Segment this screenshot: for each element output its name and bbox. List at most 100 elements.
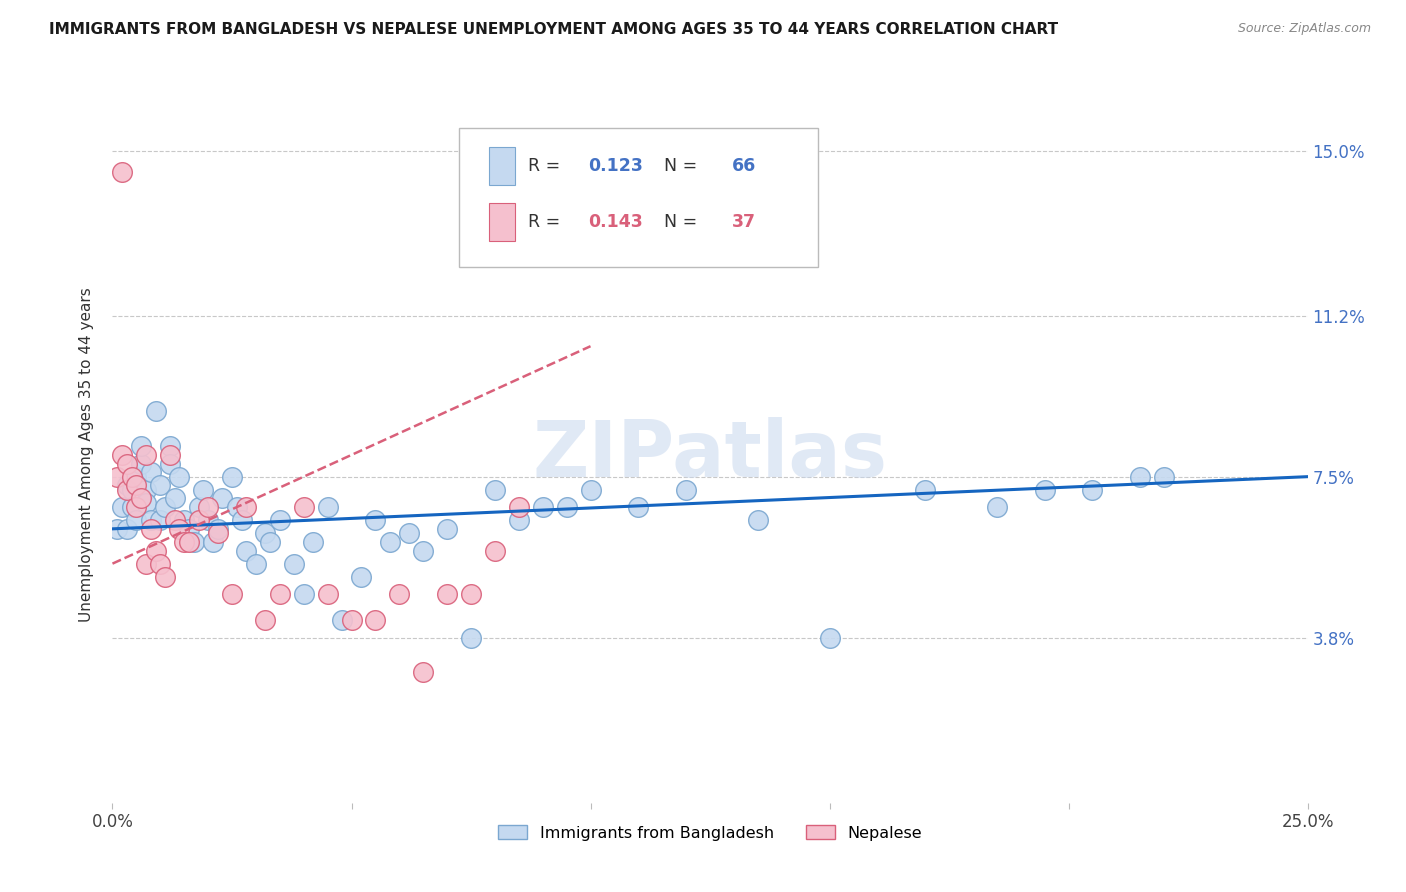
Point — [231, 513, 253, 527]
Point — [135, 483, 157, 497]
Text: 66: 66 — [731, 157, 756, 175]
Text: 37: 37 — [731, 213, 755, 231]
Point — [316, 500, 339, 514]
Point — [818, 631, 841, 645]
Point — [125, 513, 148, 527]
Point — [145, 404, 167, 418]
Point — [235, 543, 257, 558]
Point — [747, 513, 769, 527]
Point — [177, 522, 200, 536]
Point — [135, 448, 157, 462]
Point — [125, 478, 148, 492]
Point — [159, 439, 181, 453]
Point — [177, 534, 200, 549]
Point — [211, 491, 233, 506]
Point — [153, 500, 176, 514]
Point — [364, 513, 387, 527]
Point — [197, 513, 219, 527]
Point — [460, 631, 482, 645]
Point — [484, 483, 506, 497]
Point — [292, 500, 315, 514]
Point — [1081, 483, 1104, 497]
Point — [125, 500, 148, 514]
Point — [135, 496, 157, 510]
Point — [388, 587, 411, 601]
Point — [1033, 483, 1056, 497]
Y-axis label: Unemployment Among Ages 35 to 44 years: Unemployment Among Ages 35 to 44 years — [79, 287, 94, 623]
Point — [105, 469, 128, 483]
Point — [675, 483, 697, 497]
Point — [139, 522, 162, 536]
Point — [254, 526, 277, 541]
Point — [914, 483, 936, 497]
Point — [105, 522, 128, 536]
Point — [484, 543, 506, 558]
Point — [221, 587, 243, 601]
Point — [207, 526, 229, 541]
Point — [111, 500, 134, 514]
Point — [111, 165, 134, 179]
Point — [436, 587, 458, 601]
Point — [460, 587, 482, 601]
Point — [412, 543, 434, 558]
Point — [245, 557, 267, 571]
Point — [149, 557, 172, 571]
Point — [193, 483, 215, 497]
Point — [145, 543, 167, 558]
Point — [225, 500, 247, 514]
Point — [153, 570, 176, 584]
Point — [149, 513, 172, 527]
Point — [121, 469, 143, 483]
Point — [364, 613, 387, 627]
Point — [508, 500, 530, 514]
Point — [555, 500, 578, 514]
Point — [627, 500, 650, 514]
Point — [207, 522, 229, 536]
Point — [1153, 469, 1175, 483]
Point — [316, 587, 339, 601]
Text: N =: N = — [652, 213, 703, 231]
Text: 0.123: 0.123 — [588, 157, 643, 175]
Point — [508, 513, 530, 527]
Point — [169, 522, 191, 536]
Point — [129, 491, 152, 506]
Point — [201, 534, 224, 549]
Text: 0.143: 0.143 — [588, 213, 643, 231]
Point — [115, 478, 138, 492]
Point — [531, 500, 554, 514]
Point — [183, 534, 205, 549]
Text: Source: ZipAtlas.com: Source: ZipAtlas.com — [1237, 22, 1371, 36]
Point — [129, 439, 152, 453]
Text: N =: N = — [652, 157, 703, 175]
Text: R =: R = — [529, 157, 567, 175]
Point — [436, 522, 458, 536]
Point — [169, 469, 191, 483]
Point — [135, 557, 157, 571]
Point — [1129, 469, 1152, 483]
FancyBboxPatch shape — [489, 202, 515, 241]
Point — [269, 513, 291, 527]
Point — [254, 613, 277, 627]
Point — [139, 513, 162, 527]
Point — [115, 483, 138, 497]
FancyBboxPatch shape — [489, 147, 515, 186]
Point — [579, 483, 602, 497]
Point — [125, 469, 148, 483]
Point — [221, 469, 243, 483]
Point — [163, 491, 186, 506]
Point — [129, 457, 152, 471]
Text: ZIPatlas: ZIPatlas — [533, 417, 887, 493]
Point — [330, 613, 353, 627]
Point — [986, 500, 1008, 514]
Point — [269, 587, 291, 601]
Point — [187, 513, 209, 527]
Point — [292, 587, 315, 601]
Point — [197, 500, 219, 514]
Point — [187, 500, 209, 514]
Point — [163, 513, 186, 527]
Point — [173, 534, 195, 549]
Point — [283, 557, 305, 571]
Point — [115, 522, 138, 536]
Point — [350, 570, 373, 584]
Point — [121, 483, 143, 497]
